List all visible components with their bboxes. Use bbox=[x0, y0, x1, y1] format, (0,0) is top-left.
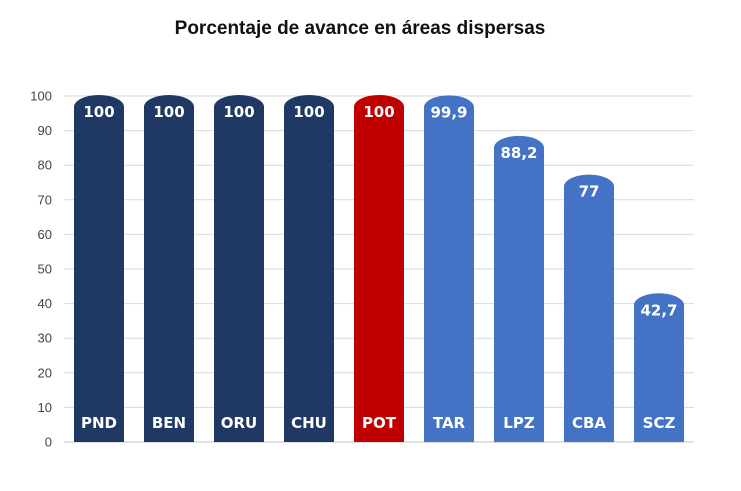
bar-value-label: 42,7 bbox=[640, 301, 677, 319]
bar-shape bbox=[74, 95, 124, 442]
bar-shape bbox=[494, 135, 544, 442]
category-label: LPZ bbox=[503, 414, 535, 432]
bar-value-label: 88,2 bbox=[500, 144, 537, 162]
bar-shape bbox=[354, 95, 404, 442]
bar-value-label: 100 bbox=[363, 103, 394, 121]
category-label: SCZ bbox=[643, 414, 676, 432]
bar-value-label: 100 bbox=[293, 103, 324, 121]
category-label: PND bbox=[81, 414, 117, 432]
category-label: ORU bbox=[221, 414, 257, 432]
bar-shape bbox=[634, 293, 684, 442]
y-tick-label: 70 bbox=[38, 192, 52, 207]
y-tick-label: 50 bbox=[38, 262, 52, 277]
category-label: BEN bbox=[152, 414, 186, 432]
category-label: POT bbox=[362, 414, 397, 432]
y-tick-label: 60 bbox=[38, 227, 52, 242]
category-label: CHU bbox=[291, 414, 327, 432]
bar-chu: 100 CHU bbox=[284, 95, 334, 442]
y-tick-label: 80 bbox=[38, 158, 52, 173]
y-tick-label: 10 bbox=[38, 400, 52, 415]
bar-shape bbox=[214, 95, 264, 442]
bar-shape bbox=[564, 174, 614, 442]
bar-tar: 99,9 TAR bbox=[424, 95, 474, 442]
category-label: TAR bbox=[433, 414, 466, 432]
y-tick-label: 90 bbox=[38, 123, 52, 138]
bar-shape bbox=[144, 95, 194, 442]
y-tick-label: 40 bbox=[38, 296, 52, 311]
y-tick-label: 20 bbox=[38, 365, 52, 380]
y-tick-label: 0 bbox=[45, 435, 52, 450]
y-tick-label: 30 bbox=[38, 331, 52, 346]
bar-shape bbox=[284, 95, 334, 442]
bar-pot: 100 POT bbox=[354, 95, 404, 442]
bar-lpz: 88,2 LPZ bbox=[494, 135, 544, 442]
bar-ben: 100 BEN bbox=[144, 95, 194, 442]
y-tick-label: 100 bbox=[30, 89, 52, 104]
bar-oru: 100 ORU bbox=[214, 95, 264, 442]
y-axis-ticks: 0 10 20 30 40 50 60 70 80 90 100 bbox=[30, 89, 52, 450]
bar-pnd: 100 PND bbox=[74, 95, 124, 442]
bar-value-label: 100 bbox=[223, 103, 254, 121]
bar-value-label: 99,9 bbox=[430, 103, 467, 121]
chart-title: Porcentaje de avance en áreas dispersas bbox=[175, 18, 546, 39]
bar-value-label: 77 bbox=[579, 183, 600, 201]
category-label: CBA bbox=[572, 414, 606, 432]
bar-value-label: 100 bbox=[83, 103, 114, 121]
bar-cba: 77 CBA bbox=[564, 174, 614, 442]
bar-shape bbox=[424, 95, 474, 442]
bar-scz: 42,7 SCZ bbox=[634, 293, 684, 442]
bars: 100 PND 100 BEN 100 ORU 100 CHU 100 POT 99,9 TAR 88,… bbox=[74, 95, 684, 442]
bar-value-label: 100 bbox=[153, 103, 184, 121]
